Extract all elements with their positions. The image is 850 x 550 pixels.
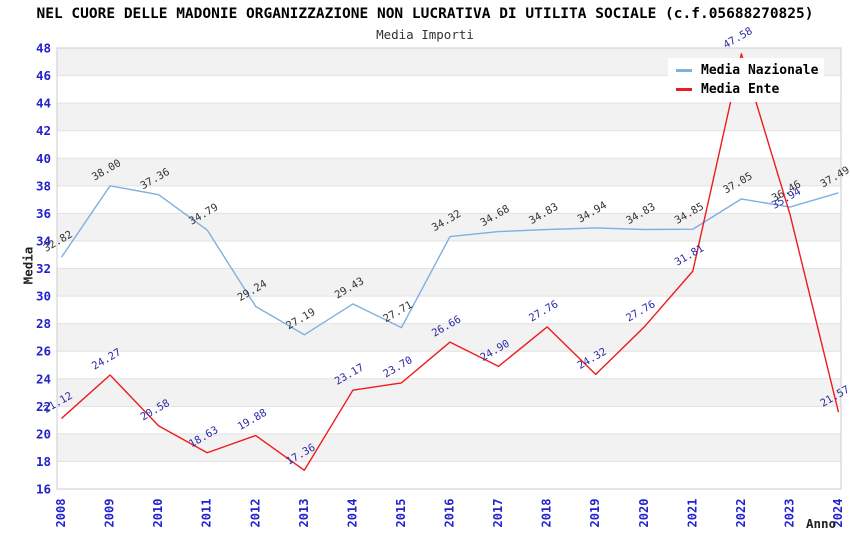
y-tick-label: 46 xyxy=(36,68,51,83)
chart-subtitle: Media Importi xyxy=(376,27,474,42)
y-tick-label: 16 xyxy=(36,482,51,497)
y-tick-label: 18 xyxy=(36,454,51,469)
grid-band xyxy=(57,240,841,269)
y-tick-label: 38 xyxy=(36,178,51,193)
x-axis-title: Anno xyxy=(806,516,837,531)
x-tick-label: 2020 xyxy=(637,499,651,528)
x-tick-label: 2014 xyxy=(345,499,359,528)
x-tick-label: 2021 xyxy=(685,499,699,528)
legend-swatch-ente-icon xyxy=(676,88,692,91)
grid-band xyxy=(57,351,841,379)
x-tick-label: 2009 xyxy=(103,499,117,528)
x-tick-label: 2018 xyxy=(540,499,554,528)
x-tick-label: 2010 xyxy=(151,499,165,528)
grid-band xyxy=(57,378,841,407)
x-tick-label: 2019 xyxy=(588,499,602,528)
x-tick-label: 2011 xyxy=(200,499,214,528)
x-tick-label: 2024 xyxy=(831,499,845,528)
y-tick-label: 40 xyxy=(36,151,51,166)
series-line-media-nazionale xyxy=(60,185,839,336)
data-label: 47.58 xyxy=(721,25,754,51)
y-tick-label: 24 xyxy=(36,371,51,386)
plot-border xyxy=(56,47,842,490)
grid-band xyxy=(57,130,841,159)
legend-label-nazionale: Media Nazionale xyxy=(701,63,819,78)
x-tick-label: 2023 xyxy=(782,499,796,528)
y-tick-label: 30 xyxy=(36,289,51,304)
x-tick-label: 2017 xyxy=(491,499,505,528)
grid-band xyxy=(57,296,841,324)
y-tick-label: 22 xyxy=(36,399,51,414)
grid-band xyxy=(57,433,841,462)
y-tick-label: 28 xyxy=(36,316,51,331)
y-tick-label: 36 xyxy=(36,206,51,221)
x-tick-label: 2013 xyxy=(297,499,311,528)
legend-label-ente: Media Ente xyxy=(701,82,780,97)
x-tick-label: 2008 xyxy=(54,499,68,528)
legend-swatch-nazionale-icon xyxy=(676,69,692,72)
grid-band xyxy=(57,268,841,297)
y-tick-label: 44 xyxy=(36,96,51,111)
legend-item-media-ente: Media Ente xyxy=(676,80,818,99)
legend: Media Nazionale Media Ente xyxy=(668,58,825,102)
grid-band xyxy=(57,103,841,131)
chart-title: NEL CUORE DELLE MADONIE ORGANIZZAZIONE N… xyxy=(36,6,814,22)
grid-band xyxy=(57,406,841,434)
x-tick-label: 2022 xyxy=(734,499,748,528)
legend-item-media-nazionale: Media Nazionale xyxy=(676,61,818,80)
x-tick-label: 2012 xyxy=(248,499,262,528)
y-tick-label: 26 xyxy=(36,344,51,359)
grid-band xyxy=(57,461,841,489)
series-line-media-ente xyxy=(61,53,840,471)
y-tick-label: 34 xyxy=(36,233,51,248)
y-tick-label: 42 xyxy=(36,123,51,138)
grid-band xyxy=(57,323,841,352)
y-tick-label: 48 xyxy=(36,41,51,56)
y-tick-label: 32 xyxy=(36,261,51,276)
y-tick-label: 20 xyxy=(36,426,51,441)
grid-band xyxy=(57,158,841,186)
x-tick-label: 2015 xyxy=(394,499,408,528)
x-tick-label: 2016 xyxy=(443,499,457,528)
y-axis-title: Media xyxy=(20,246,36,285)
